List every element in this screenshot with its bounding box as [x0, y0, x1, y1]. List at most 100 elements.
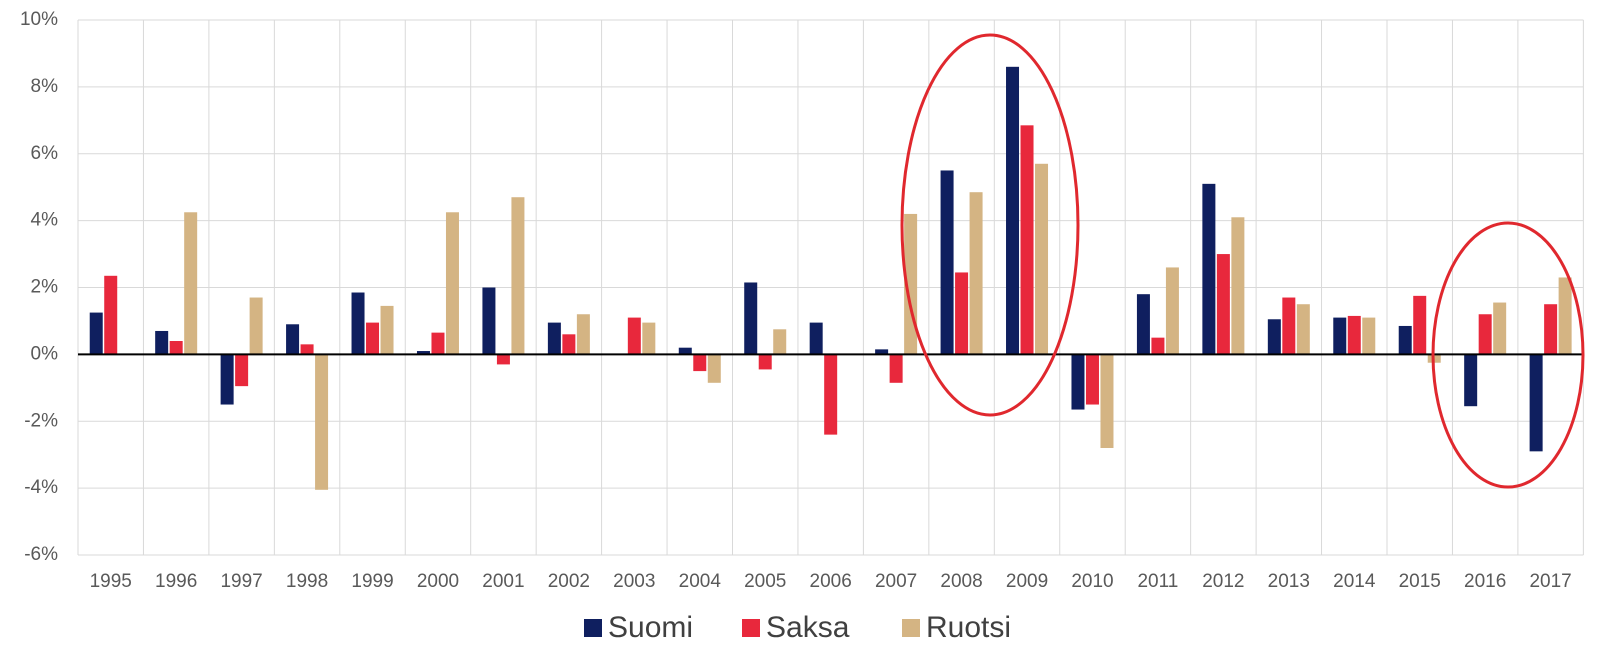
bar — [315, 354, 329, 490]
x-tick-label: 1997 — [220, 571, 262, 592]
x-tick-label: 2003 — [613, 571, 655, 592]
bar — [1267, 319, 1281, 355]
highlight-ellipse — [900, 33, 1080, 417]
legend-swatch — [742, 619, 760, 637]
x-tick-label: 2006 — [810, 571, 852, 592]
bar — [300, 344, 314, 355]
bar — [445, 212, 459, 355]
bar — [380, 305, 394, 355]
bar — [576, 314, 590, 355]
bar — [1413, 295, 1427, 355]
bar — [1398, 325, 1412, 355]
x-tick-label: 2001 — [482, 571, 524, 592]
legend-swatch — [584, 619, 602, 637]
bar — [249, 297, 263, 355]
bar — [1347, 315, 1361, 355]
bar — [1296, 304, 1310, 355]
bar — [1085, 354, 1099, 405]
x-tick-label: 2012 — [1202, 571, 1244, 592]
legend-swatch — [902, 619, 920, 637]
x-tick-label: 2016 — [1464, 571, 1506, 592]
x-tick-label: 2008 — [940, 571, 982, 592]
bar — [1558, 277, 1572, 355]
bar — [1202, 183, 1216, 355]
bar — [678, 347, 692, 355]
bar — [286, 324, 300, 355]
x-tick-label: 2011 — [1137, 571, 1178, 592]
x-tick-label: 2017 — [1529, 571, 1571, 592]
bar — [547, 322, 561, 355]
x-tick-label: 2009 — [1006, 571, 1048, 592]
highlight-ellipse — [1431, 221, 1585, 489]
bar — [744, 282, 758, 355]
bar — [627, 317, 641, 355]
bar — [889, 354, 903, 383]
bar — [1529, 354, 1543, 452]
bar — [1231, 217, 1245, 355]
x-tick-label: 1995 — [90, 571, 132, 592]
y-tick-label: -2% — [24, 410, 58, 431]
bar — [1362, 317, 1376, 355]
bar — [1035, 163, 1049, 355]
bar — [707, 354, 721, 383]
bar — [824, 354, 838, 435]
bar — [562, 334, 576, 355]
bar — [220, 354, 234, 405]
plot: -6% -4% -2% 0% 2% 4% 6% 8% 10% 1995 1996 1997 1998 19… — [20, 9, 1584, 644]
bar — [1478, 314, 1492, 355]
bar — [184, 212, 198, 355]
x-tick-label: 1999 — [351, 571, 393, 592]
bar — [511, 197, 525, 355]
bar — [1333, 317, 1347, 355]
bar — [773, 329, 787, 355]
y-tick-label: 6% — [31, 143, 59, 164]
x-tick-label: 1996 — [155, 571, 197, 592]
bar — [955, 272, 969, 355]
bar — [1006, 66, 1020, 355]
bar — [1071, 354, 1085, 410]
y-tick-label: -4% — [24, 477, 58, 498]
bar — [89, 312, 103, 355]
x-tick-label: 2007 — [875, 571, 917, 592]
bar — [693, 354, 707, 372]
bar — [1216, 254, 1230, 355]
legend-label: Suomi — [608, 611, 693, 644]
x-tick-label: 2015 — [1399, 571, 1441, 592]
bar — [758, 354, 772, 370]
bar — [351, 292, 365, 355]
bar — [416, 351, 430, 355]
x-tick-label: 2013 — [1268, 571, 1310, 592]
legend-label: Saksa — [766, 611, 850, 644]
bar — [1493, 302, 1507, 355]
x-tick-label: 2005 — [744, 571, 786, 592]
bar — [1151, 337, 1165, 355]
y-tick-label: 4% — [31, 210, 59, 231]
y-tick-label: 2% — [31, 277, 59, 298]
y-tick-label: 8% — [31, 76, 59, 97]
x-tick-label: 2000 — [417, 571, 459, 592]
bar — [1136, 294, 1150, 355]
y-tick-label: 0% — [31, 343, 59, 364]
bar — [940, 170, 954, 355]
bar — [642, 322, 656, 355]
bar — [809, 322, 823, 355]
bar — [875, 349, 889, 355]
bar — [104, 275, 118, 355]
bar — [366, 322, 380, 355]
legend-label: Ruotsi — [926, 611, 1011, 644]
x-tick-label: 2004 — [679, 571, 722, 592]
x-tick-label: 2002 — [548, 571, 590, 592]
bar — [169, 341, 183, 355]
bar — [1464, 354, 1478, 407]
y-tick-label: 10% — [20, 9, 58, 30]
bar — [431, 332, 445, 355]
x-tick-label: 1998 — [286, 571, 328, 592]
bar — [482, 287, 496, 355]
bar — [155, 330, 169, 355]
bar — [969, 192, 983, 355]
y-tick-label: -6% — [24, 544, 58, 565]
bar — [1165, 267, 1179, 355]
bar — [1544, 304, 1558, 355]
bar — [235, 354, 249, 387]
